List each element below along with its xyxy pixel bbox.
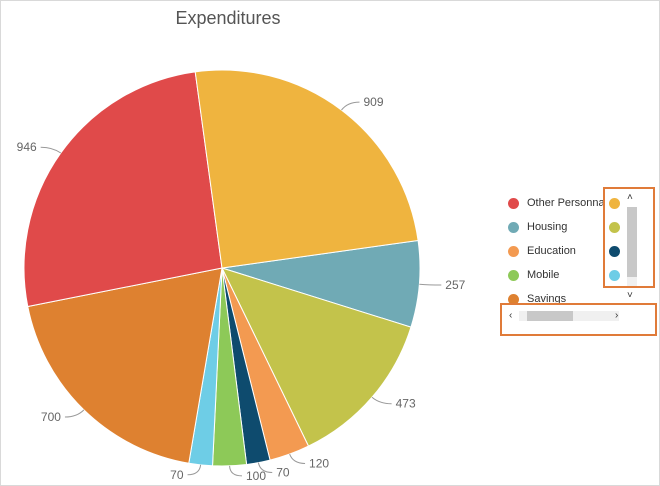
pie-slice-8[interactable] [194, 69, 419, 269]
data-label-leader-5 [187, 464, 202, 476]
data-label-0: 257 [445, 278, 465, 292]
legend-marker [508, 197, 519, 209]
data-label-leader-2 [289, 453, 306, 464]
data-label-5: 70 [170, 468, 184, 482]
data-label-1: 473 [396, 397, 416, 411]
data-label-8: 909 [363, 95, 383, 109]
legend-overflow-marker[interactable] [609, 270, 620, 281]
data-label-leader-1 [371, 396, 392, 405]
legend-item[interactable]: Housing [508, 217, 567, 237]
legend-horizontal-scrollbar[interactable]: ‹ › [505, 305, 655, 329]
legend-label: Housing [527, 221, 568, 233]
legend-overflow-marker[interactable] [609, 246, 620, 257]
legend-label: Savings [527, 293, 567, 305]
pie-slice-6[interactable] [27, 267, 223, 464]
data-label-leader-6 [64, 409, 85, 418]
legend-marker [508, 269, 519, 281]
legend-overflow-marker[interactable] [609, 198, 620, 209]
pie-chart[interactable]: 257 473 120 70 100 70 700 946 909 [0, 0, 500, 486]
data-label-leader-8 [341, 101, 360, 111]
data-label-3: 70 [276, 465, 290, 479]
data-label-leader-0 [419, 283, 442, 286]
pie-slice-7[interactable] [23, 71, 223, 308]
legend-marker [508, 293, 519, 305]
data-label-6: 700 [41, 410, 61, 424]
data-label-4: 100 [246, 469, 266, 483]
legend-label: Other Personnal [527, 197, 604, 209]
legend-horizontal-scroll-thumb[interactable] [527, 311, 573, 321]
legend-marker [508, 245, 519, 257]
legend-item[interactable]: Other Personnal [508, 193, 604, 213]
legend: Other Personnal Housing Education Mobile Sav… [508, 193, 604, 311]
legend-overflow-column [607, 193, 623, 281]
highlight-box-horizontal-scroll [500, 303, 657, 336]
data-label-2: 120 [309, 456, 329, 470]
chevron-right-icon[interactable]: › [615, 310, 619, 321]
data-label-leader-3 [257, 462, 273, 473]
legend-overflow-marker[interactable] [609, 222, 620, 233]
legend-label: Education [527, 245, 576, 257]
legend-item[interactable]: Education [508, 241, 576, 261]
legend-item[interactable]: Mobile [508, 265, 559, 285]
data-label-leader-7 [40, 146, 62, 154]
legend-vertical-scroll-thumb[interactable] [627, 207, 637, 277]
chart-title: Expenditures [175, 8, 281, 28]
legend-marker [508, 221, 519, 233]
data-label-leader-4 [229, 465, 242, 477]
legend-item[interactable]: Savings [508, 289, 566, 309]
chevron-up-icon[interactable]: ˄ [627, 192, 633, 203]
legend-vertical-scrollbar[interactable]: ˄ ˅ [624, 193, 640, 305]
data-label-7: 946 [17, 140, 37, 154]
chevron-left-icon[interactable]: ‹ [509, 310, 513, 321]
chevron-down-icon[interactable]: ˅ [627, 290, 633, 301]
legend-label: Mobile [527, 269, 560, 281]
highlight-box-vertical-scroll [603, 187, 655, 288]
